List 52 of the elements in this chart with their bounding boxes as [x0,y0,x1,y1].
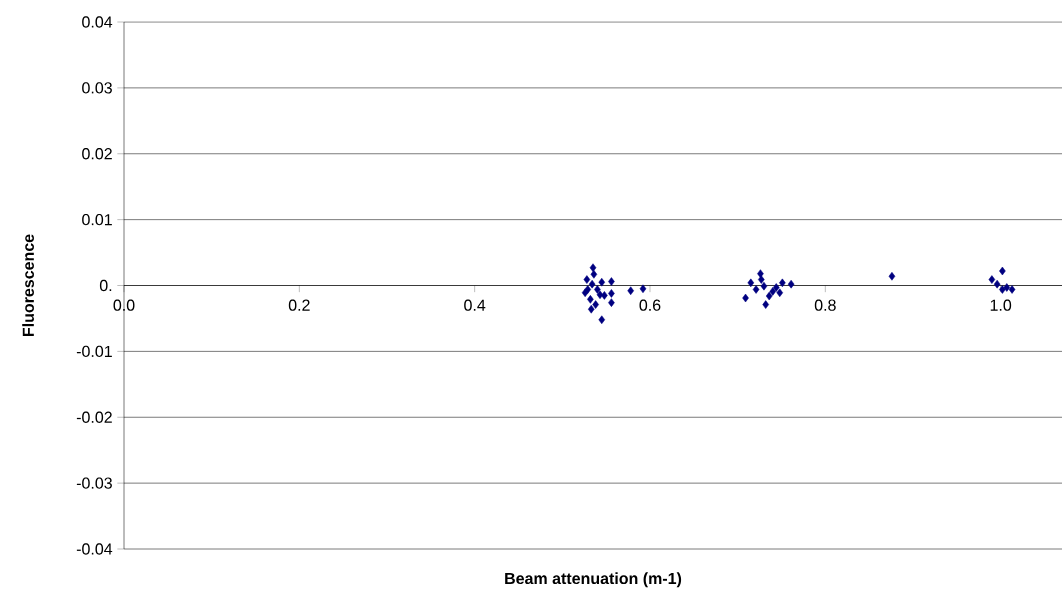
x-tick-label: 0.2 [288,299,310,311]
y-tick-label: 0. [99,279,112,292]
point [594,285,601,294]
y-tick-label: -0.03 [76,477,112,489]
y-tick-label: -0.04 [76,543,113,555]
point [747,278,755,288]
x-tick-label: 0.8 [814,299,836,311]
point [762,300,769,309]
point [590,270,598,279]
point [888,272,896,281]
point [608,298,615,307]
y-tick-label: -0.01 [76,345,112,358]
point [608,289,615,298]
point [592,300,599,309]
x-tick-label: 0.6 [639,299,661,311]
x-tick-label: 1.0 [990,299,1012,311]
y-tick-label: 0.01 [82,213,112,226]
x-tick-label: 0.0 [113,299,135,311]
point [988,275,996,284]
point [598,277,606,287]
x-axis-title: Beam attenuation (m-1) [505,572,682,588]
point [627,286,634,296]
y-tick-label: -0.02 [76,411,112,423]
point [999,266,1006,276]
point [752,285,760,294]
point [776,288,783,298]
point [772,283,780,292]
point [757,269,764,278]
point [1008,285,1016,294]
point [758,275,765,284]
y-axis-title: Fluorescence [22,234,34,337]
point [587,304,595,314]
point [639,284,647,294]
y-tick-label: 0.04 [82,16,113,28]
y-tick-label: 0.03 [82,82,112,94]
point [779,278,786,288]
y-tick-label: 0.02 [82,148,112,160]
point [583,275,591,284]
point [608,277,615,286]
point [584,285,592,294]
point [742,293,749,303]
point [787,279,795,289]
point [588,279,596,289]
point [601,291,608,300]
point [587,295,594,304]
point [589,263,597,272]
point [1003,283,1011,292]
point [993,279,1001,289]
point [598,315,606,325]
point [760,281,768,291]
x-tick-label: 0.4 [464,299,486,311]
point [765,291,773,301]
